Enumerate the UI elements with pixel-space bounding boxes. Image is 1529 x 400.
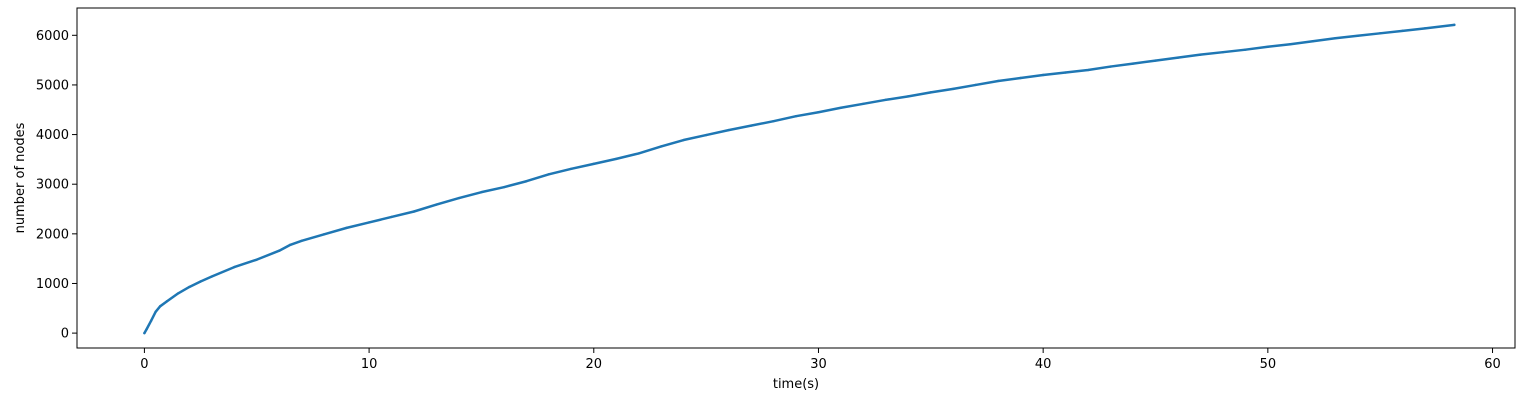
y-axis: 0 1000 2000 3000 4000 5000 6000 xyxy=(36,29,77,342)
data-point xyxy=(176,292,180,295)
x-tick-label: 10 xyxy=(361,357,378,372)
x-axis-label: time(s) xyxy=(773,377,819,392)
data-point xyxy=(839,106,843,109)
data-point xyxy=(1334,37,1337,40)
data-point xyxy=(749,124,753,127)
data-point xyxy=(278,249,281,252)
y-tick-label: 0 xyxy=(61,327,69,342)
y-tick-label: 2000 xyxy=(36,227,69,242)
data-point xyxy=(145,327,148,331)
data-point xyxy=(289,243,292,246)
x-tick-label: 50 xyxy=(1260,357,1277,372)
data-point xyxy=(1266,45,1270,48)
data-point xyxy=(727,128,730,132)
data-point xyxy=(570,167,573,171)
data-point xyxy=(158,305,162,308)
data-point xyxy=(1199,53,1202,56)
data-point xyxy=(997,79,1000,83)
data-point xyxy=(929,91,933,94)
data-point xyxy=(1086,68,1090,72)
data-point xyxy=(1244,48,1247,51)
y-tick-label: 5000 xyxy=(36,78,69,93)
data-point xyxy=(1221,50,1225,54)
data-point xyxy=(1356,34,1359,37)
data-point xyxy=(682,138,685,142)
data-point xyxy=(1041,73,1045,77)
x-tick-label: 40 xyxy=(1035,357,1052,372)
data-point xyxy=(862,102,865,106)
data-point xyxy=(547,173,551,176)
y-axis-label: number of nodes xyxy=(13,122,28,233)
data-point xyxy=(974,83,977,87)
data-point xyxy=(525,180,528,183)
data-point xyxy=(435,203,438,206)
y-tick-label: 3000 xyxy=(36,178,69,193)
data-point xyxy=(154,310,157,313)
data-point xyxy=(772,119,775,123)
data-point xyxy=(704,133,708,137)
x-tick-label: 0 xyxy=(140,357,148,372)
data-point xyxy=(502,185,506,189)
data-point xyxy=(952,87,955,91)
series-layer xyxy=(143,23,1456,335)
data-point xyxy=(1176,56,1180,59)
plot-area-frame xyxy=(76,7,1516,349)
data-point xyxy=(1064,71,1067,74)
data-point xyxy=(1289,43,1292,46)
y-tick-label: 6000 xyxy=(36,29,69,44)
data-point xyxy=(188,285,191,289)
data-point xyxy=(884,98,888,102)
data-point xyxy=(143,331,146,335)
data-point xyxy=(1109,65,1112,68)
x-tick-label: 20 xyxy=(586,357,603,372)
y-tick-label: 4000 xyxy=(36,128,69,143)
x-axis: 0 10 20 30 40 50 60 xyxy=(140,348,1501,372)
data-point xyxy=(390,215,393,219)
data-point xyxy=(345,226,348,230)
x-tick-label: 60 xyxy=(1484,357,1501,372)
y-tick-label: 1000 xyxy=(36,277,69,292)
data-point xyxy=(794,115,798,118)
data-point xyxy=(1453,23,1456,27)
data-point xyxy=(210,275,214,278)
data-point xyxy=(1378,32,1382,35)
data-point xyxy=(233,265,236,269)
data-point xyxy=(659,145,663,148)
data-point xyxy=(615,157,618,161)
data-point xyxy=(1154,59,1157,62)
data-point xyxy=(412,210,416,213)
x-tick-label: 30 xyxy=(810,357,827,372)
data-point xyxy=(817,111,820,114)
data-point xyxy=(199,280,202,283)
data-point xyxy=(907,95,910,98)
data-point xyxy=(1401,29,1404,33)
series-line xyxy=(143,23,1456,335)
data-point xyxy=(592,162,595,166)
data-point xyxy=(322,233,326,236)
data-point xyxy=(1311,40,1314,43)
data-point xyxy=(255,258,258,261)
data-point xyxy=(1019,76,1022,80)
data-point xyxy=(300,239,303,242)
data-point xyxy=(367,221,371,224)
data-point xyxy=(149,319,153,322)
data-point xyxy=(457,196,461,200)
data-point xyxy=(165,300,169,303)
data-point xyxy=(637,152,640,155)
data-point xyxy=(1131,62,1135,65)
data-point xyxy=(1423,27,1427,30)
data-point xyxy=(480,190,483,194)
